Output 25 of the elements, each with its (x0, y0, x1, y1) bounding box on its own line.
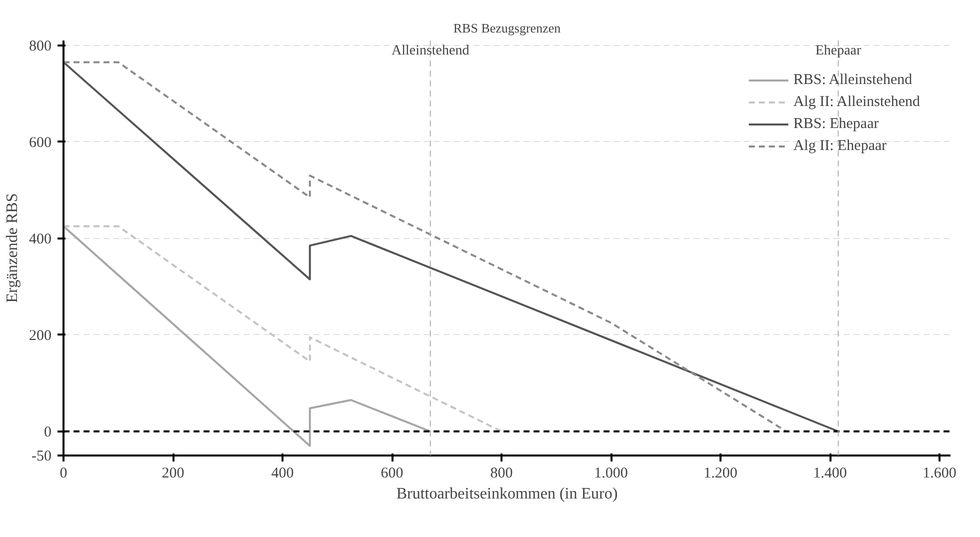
x-tick-label: 1.600 (922, 466, 956, 482)
legend-label: RBS: Alleinstehend (793, 72, 912, 88)
ref-line-label: Alleinstehend (391, 44, 470, 58)
y-tick-label: -50 (32, 448, 52, 464)
x-tick-label: 1.200 (704, 466, 738, 482)
line-series (64, 225, 503, 432)
y-axis-title: Ergänzende RBS (4, 193, 21, 303)
y-tick-label: 400 (29, 231, 52, 248)
y-tick-label: 200 (29, 328, 52, 344)
legend-label: RBS: Ehepaar (793, 116, 879, 132)
y-tick-label: 800 (29, 38, 52, 54)
x-axis-title: Bruttoarbeitseinkommen (in Euro) (396, 486, 618, 502)
x-tick-label: 600 (380, 466, 404, 482)
x-tick-label: 200 (162, 466, 184, 482)
x-tick-label: 1.000 (594, 466, 628, 482)
x-tick-label: 400 (271, 466, 294, 482)
chart-title: RBS Bezugsgrenzen (453, 20, 562, 36)
ref-line-label: Ehepaar (815, 44, 862, 58)
x-tick-label: 0 (60, 466, 68, 482)
y-tick-label: 600 (29, 134, 52, 151)
legend-label: Alg II: Ehepaar (793, 138, 887, 154)
y-tick-label: 0 (44, 424, 52, 440)
x-tick-label: 800 (490, 466, 513, 482)
x-tick-label: 1.400 (813, 466, 847, 482)
legend-label: Alg II: Alleinstehend (793, 94, 920, 110)
